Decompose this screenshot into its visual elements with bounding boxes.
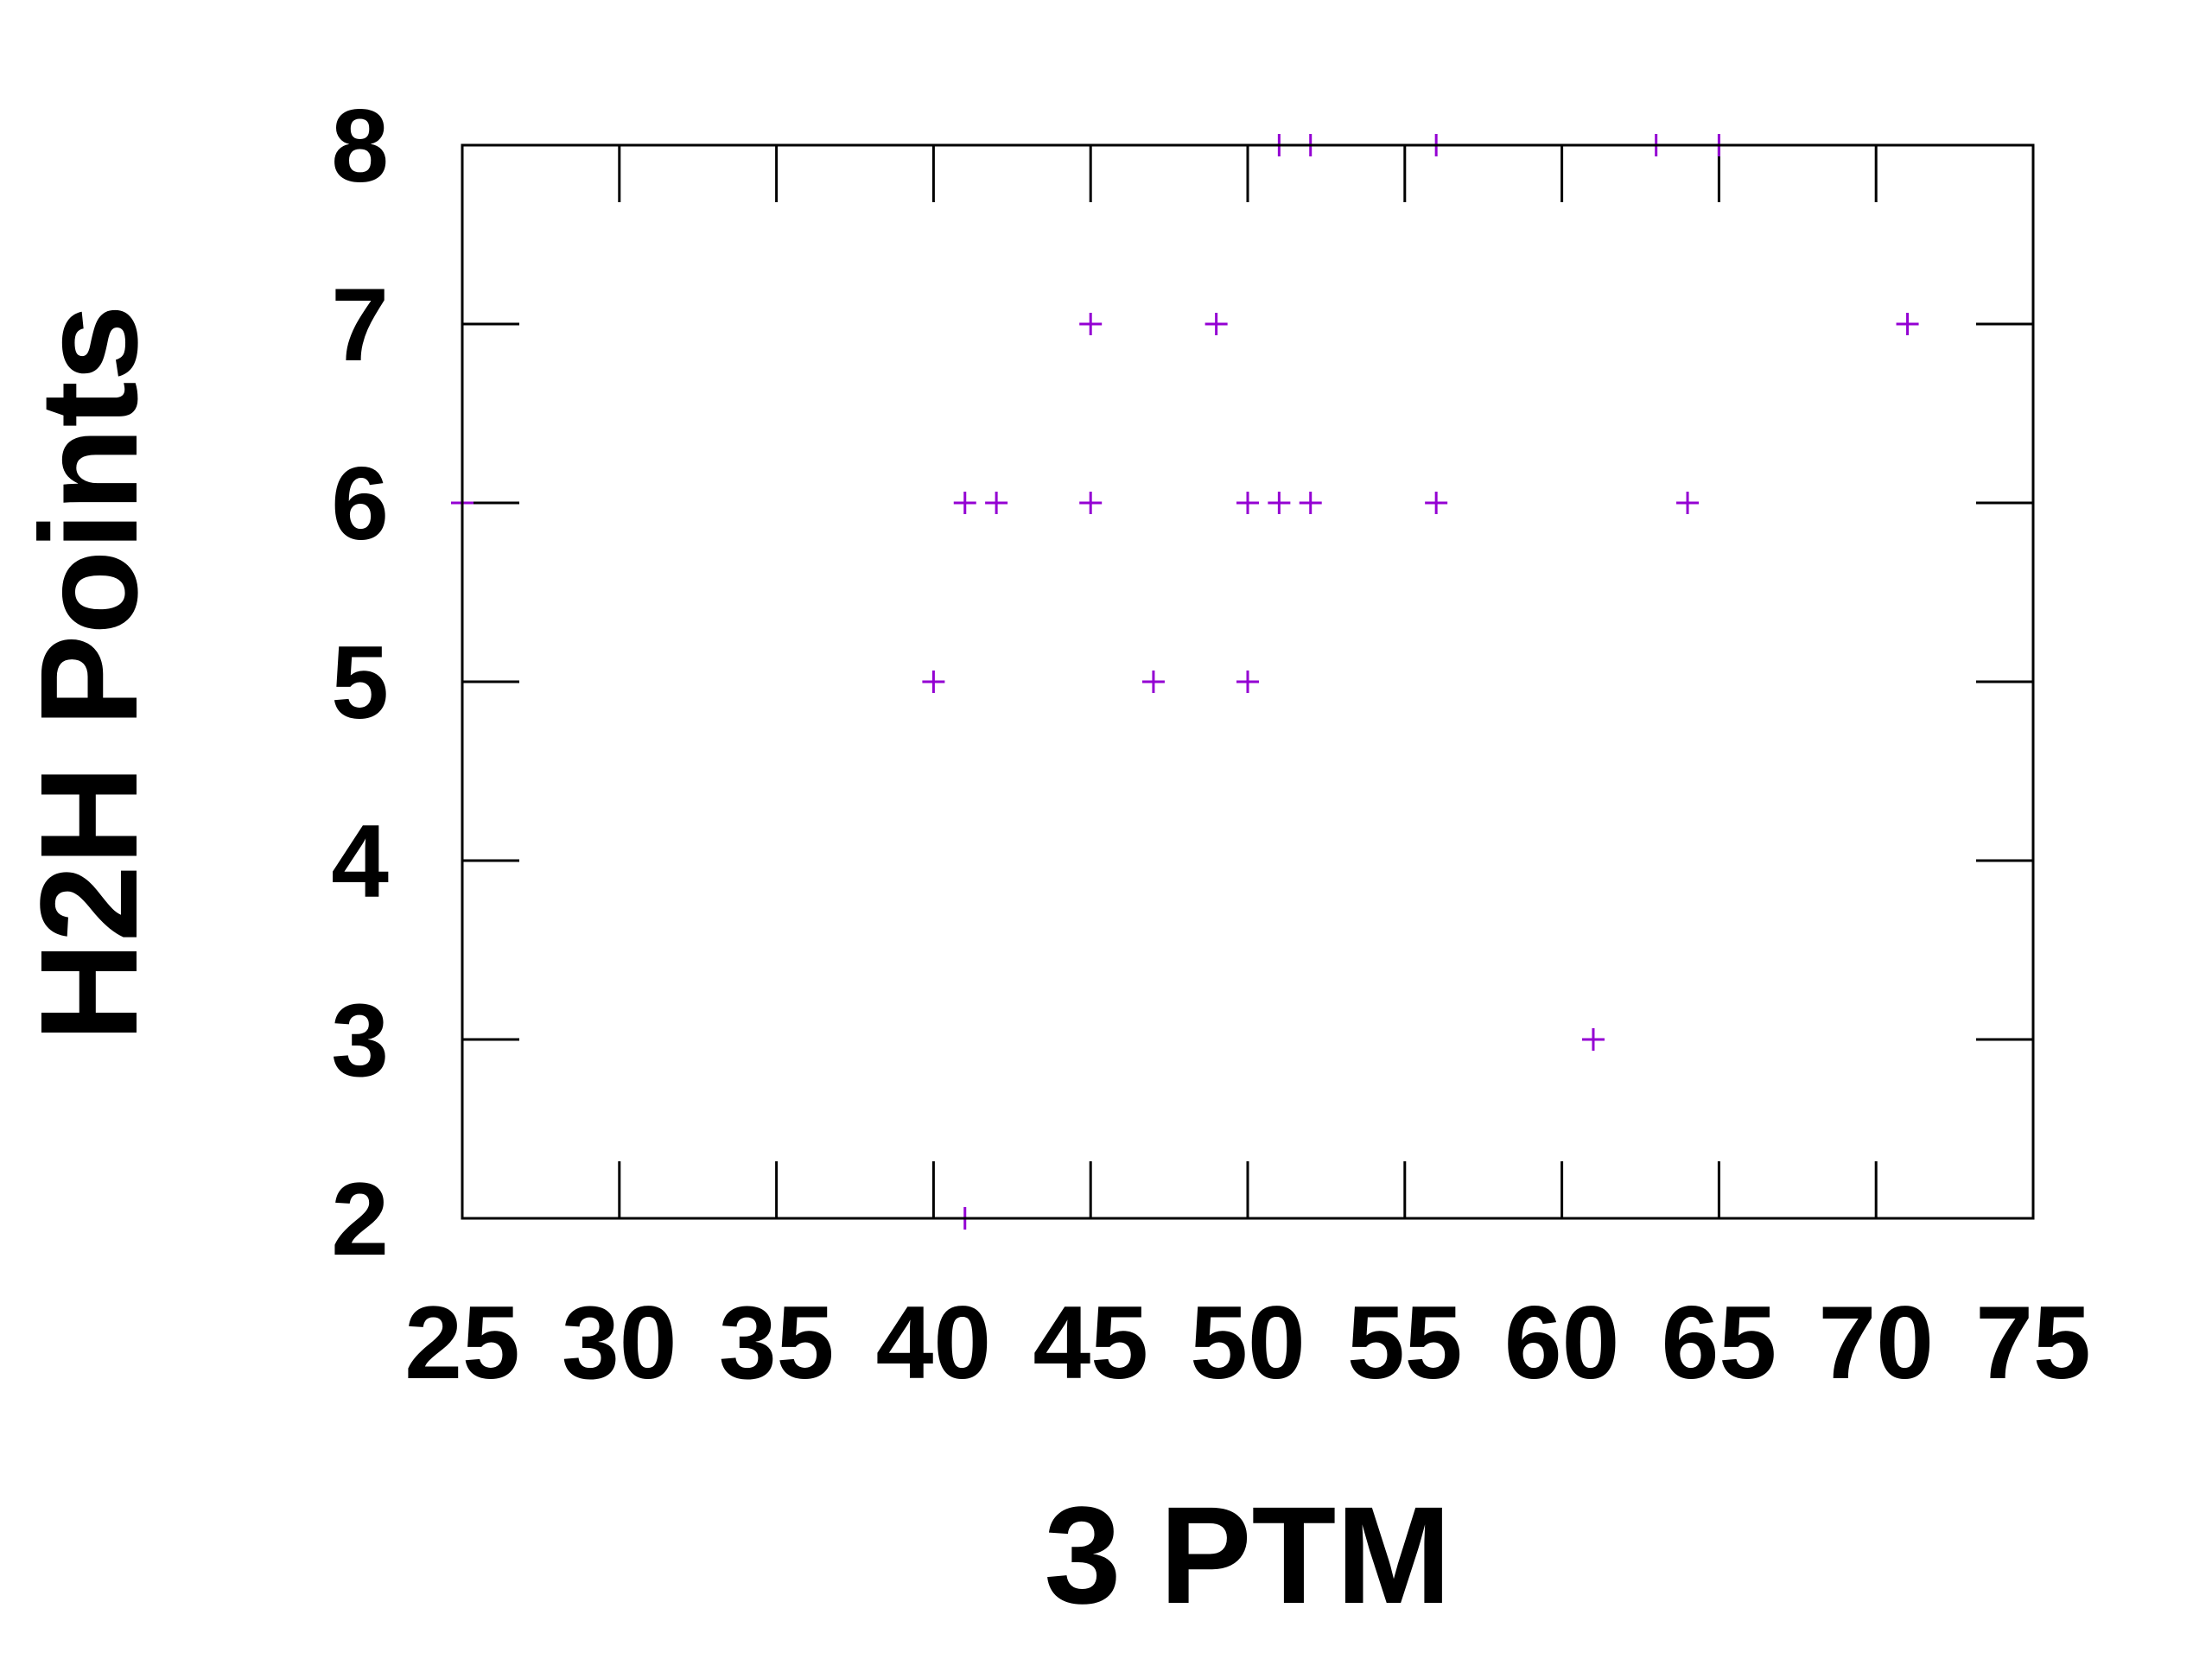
y-tick-labels: 2 3 4 5 6 7 8: [331, 88, 389, 1277]
data-point: [1268, 492, 1291, 514]
y-tick-label: 6: [331, 446, 389, 562]
data-point: [1079, 313, 1103, 335]
data-points: [451, 134, 1919, 1230]
x-axis-title: 3 PTM: [1044, 1478, 1451, 1632]
x-tick-label: 55: [1347, 1285, 1462, 1401]
data-point: [1236, 671, 1259, 693]
x-tick-label: 40: [876, 1285, 991, 1401]
data-point: [1236, 492, 1259, 514]
plot-frame: [461, 143, 2035, 1220]
data-point: [1581, 1028, 1605, 1051]
data-point: [1676, 492, 1700, 514]
y-tick-label: 3: [331, 982, 389, 1098]
x-tick-label: 35: [719, 1285, 834, 1401]
x-tick-label: 50: [1190, 1285, 1305, 1401]
y-tick-label: 2: [331, 1161, 389, 1277]
data-point: [1141, 671, 1165, 693]
data-point: [922, 671, 945, 693]
x-tick-label: 60: [1504, 1285, 1619, 1401]
x-tick-label: 75: [1975, 1285, 2090, 1401]
data-point: [1205, 313, 1228, 335]
y-axis-title: H2H Points: [11, 304, 166, 1041]
x-tick-label: 65: [1662, 1285, 1777, 1401]
y-tick-label: 7: [331, 267, 389, 383]
x-tick-label: 25: [404, 1285, 519, 1401]
data-point: [1079, 492, 1103, 514]
x-tick-label: 45: [1033, 1285, 1147, 1401]
y-tick-label: 8: [331, 88, 389, 204]
y-tick-label: 5: [331, 625, 389, 741]
data-point: [1299, 492, 1322, 514]
y-tick-label: 4: [331, 804, 389, 919]
data-point: [953, 492, 976, 514]
data-point: [1425, 492, 1448, 514]
x-tick-label: 30: [562, 1285, 677, 1401]
x-tick-labels: 25 30 35 40 45 50 55 60 65 70 75: [404, 1285, 2090, 1401]
data-point: [985, 492, 1008, 514]
data-point: [1896, 313, 1919, 335]
x-tick-label: 70: [1818, 1285, 1933, 1401]
